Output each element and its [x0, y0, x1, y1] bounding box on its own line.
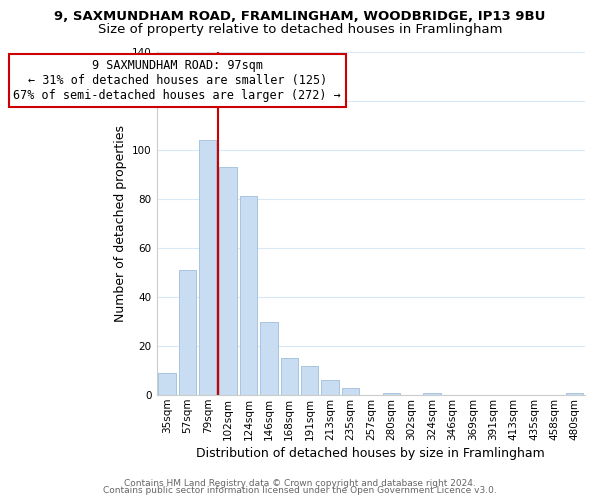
Text: Contains HM Land Registry data © Crown copyright and database right 2024.: Contains HM Land Registry data © Crown c… — [124, 478, 476, 488]
Text: 9, SAXMUNDHAM ROAD, FRAMLINGHAM, WOODBRIDGE, IP13 9BU: 9, SAXMUNDHAM ROAD, FRAMLINGHAM, WOODBRI… — [55, 10, 545, 23]
Text: 9 SAXMUNDHAM ROAD: 97sqm
← 31% of detached houses are smaller (125)
67% of semi-: 9 SAXMUNDHAM ROAD: 97sqm ← 31% of detach… — [13, 59, 341, 102]
Bar — [566, 392, 583, 395]
Bar — [342, 388, 359, 395]
X-axis label: Distribution of detached houses by size in Framlingham: Distribution of detached houses by size … — [196, 447, 545, 460]
Bar — [199, 140, 217, 395]
Bar — [240, 196, 257, 395]
Bar — [322, 380, 339, 395]
Bar — [301, 366, 319, 395]
Text: Contains public sector information licensed under the Open Government Licence v3: Contains public sector information licen… — [103, 486, 497, 495]
Bar — [383, 392, 400, 395]
Y-axis label: Number of detached properties: Number of detached properties — [113, 125, 127, 322]
Bar — [220, 167, 237, 395]
Text: Size of property relative to detached houses in Framlingham: Size of property relative to detached ho… — [98, 22, 502, 36]
Bar — [260, 322, 278, 395]
Bar — [158, 373, 176, 395]
Bar — [424, 392, 441, 395]
Bar — [179, 270, 196, 395]
Bar — [281, 358, 298, 395]
